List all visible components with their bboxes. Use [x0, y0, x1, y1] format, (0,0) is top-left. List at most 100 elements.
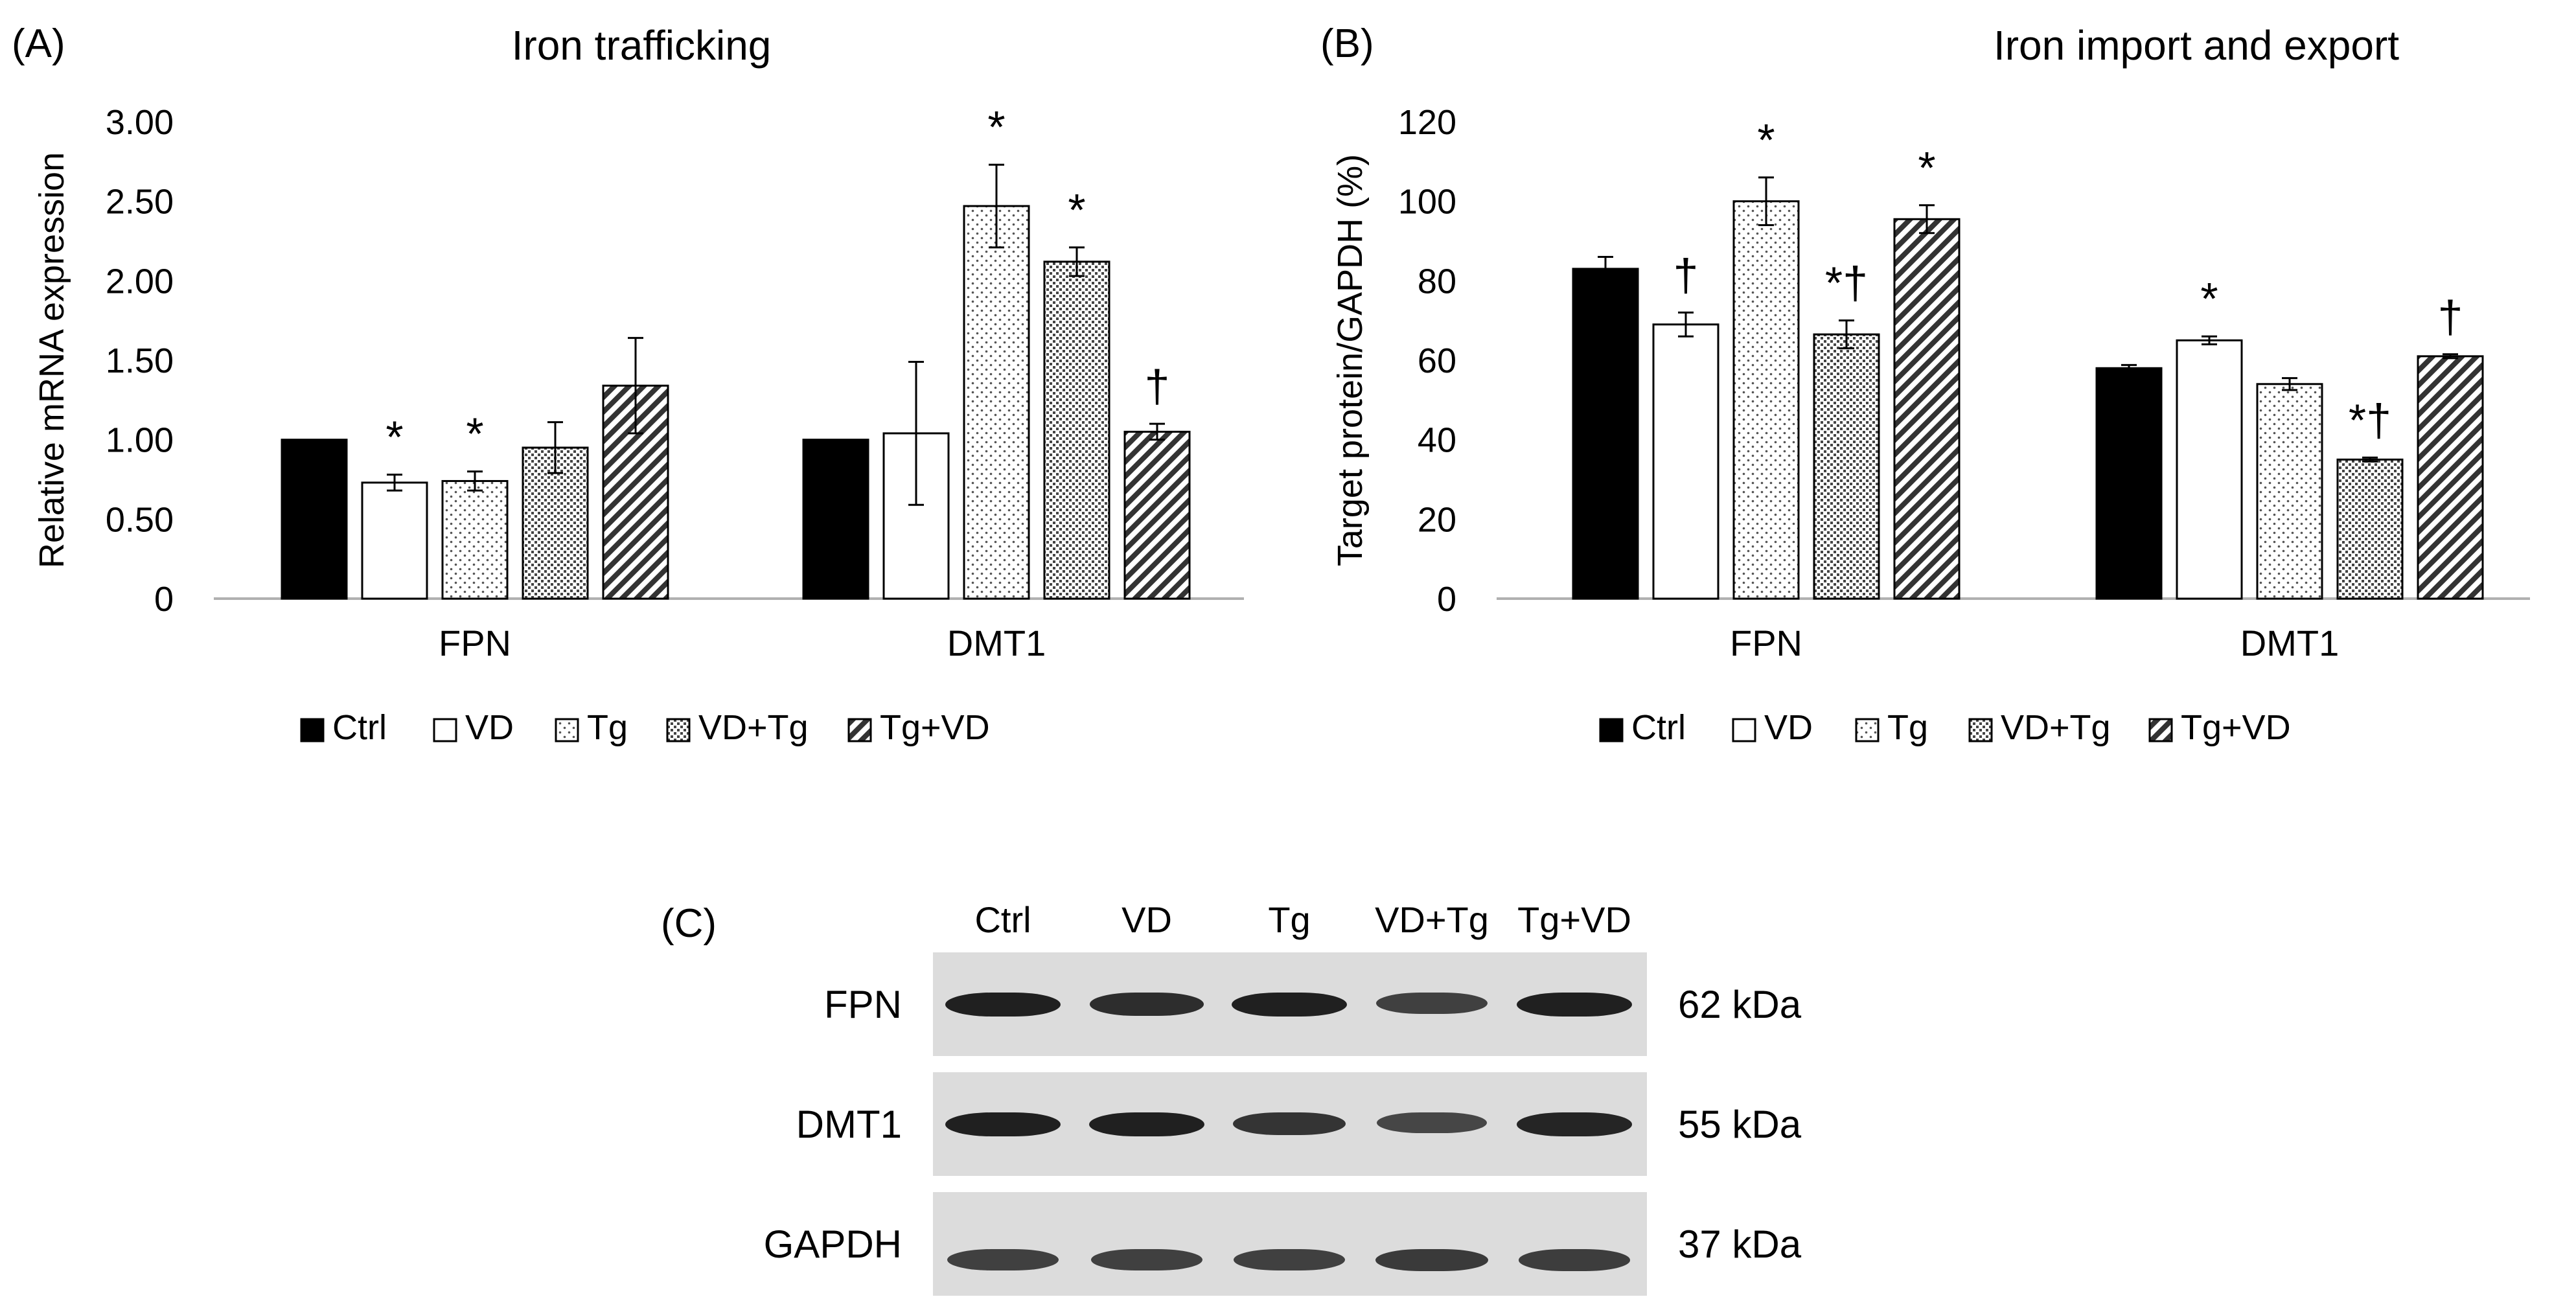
chart-b-significance-mark: *: [2200, 273, 2218, 324]
blot-band: [947, 1249, 1059, 1271]
chart-a-legend-swatch: [555, 718, 579, 742]
blot-band: [1090, 993, 1204, 1016]
chart-b-significance-mark: †: [2438, 292, 2463, 342]
chart-b-bar: [1732, 200, 1800, 600]
chart-b-legend-swatch: [1732, 718, 1756, 742]
blot-kda-label: 62 kDa: [1678, 983, 1802, 1026]
chart-b-bar: [1572, 268, 1639, 600]
chart-b: (B) Iron import and export Target protein/…: [1320, 21, 2530, 747]
chart-a-legend-label: Ctrl: [332, 708, 387, 747]
chart-b-category-label: DMT1: [2240, 623, 2339, 663]
chart-b-significance-mark: *: [1757, 115, 1775, 165]
chart-b-ytick: 80: [1418, 262, 1456, 301]
chart-a-category-label: DMT1: [947, 623, 1046, 663]
chart-b-ylabel: Target protein/GAPDH (%): [1331, 154, 1370, 566]
blot-kda-label: 37 kDa: [1678, 1223, 1802, 1266]
chart-b-significance-mark: *†: [2349, 395, 2391, 445]
chart-b-bar: [1813, 333, 1880, 600]
blot-band: [1517, 1112, 1632, 1136]
blot-band: [1231, 993, 1348, 1017]
blot-lane-label: Ctrl: [974, 899, 1031, 940]
chart-b-ytick: 60: [1418, 341, 1456, 380]
blot-band: [1516, 993, 1633, 1017]
blot-band: [1091, 1249, 1202, 1271]
chart-b-bar: [2336, 458, 2404, 600]
blot-band: [1234, 1249, 1345, 1271]
panel-a-letter: (A): [12, 21, 65, 66]
chart-a-significance-mark: *: [1068, 185, 1085, 235]
blot-lane-label: Tg: [1268, 899, 1311, 940]
chart-a-significance-mark: †: [1145, 361, 1170, 411]
chart-b-ytick: 40: [1418, 421, 1456, 460]
blot-band: [945, 1112, 1061, 1137]
chart-b-legend-label: VD: [1764, 708, 1813, 747]
chart-b-legend-label: Tg+VD: [2181, 708, 2291, 747]
chart-a-ytick: 1.00: [106, 421, 174, 460]
chart-b-legend-swatch: [1855, 718, 1880, 742]
chart-a-bar: [1043, 260, 1110, 600]
chart-b-category-label: FPN: [1730, 623, 1802, 663]
chart-b-significance-mark: *†: [1825, 258, 1868, 308]
chart-a-legend-label: VD: [465, 708, 514, 747]
blot-kda-label: 55 kDa: [1678, 1103, 1802, 1146]
blot-band: [1088, 1112, 1205, 1137]
chart-a-bar: [802, 439, 869, 600]
blot-lane-label: VD+Tg: [1375, 899, 1489, 940]
chart-a-significance-mark: *: [466, 409, 483, 459]
chart-a-category-label: FPN: [439, 623, 511, 663]
blot-band: [945, 993, 1061, 1017]
chart-b-bar: [2095, 367, 2163, 600]
chart-a-ytick: 1.50: [106, 341, 174, 380]
chart-a-legend-swatch: [433, 718, 457, 742]
chart-b-bar: [2417, 355, 2484, 600]
chart-a-ytick: 2.00: [106, 262, 174, 301]
blot-band: [1232, 1112, 1346, 1135]
blot-lane-label: VD: [1121, 899, 1172, 940]
chart-a-legend-swatch: [847, 718, 872, 742]
blot-row-label: DMT1: [796, 1103, 902, 1146]
chart-b-legend-label: Tg: [1887, 708, 1928, 747]
chart-a-ylabel: Relative mRNA expression: [32, 152, 71, 568]
panel-c-letter: (C): [661, 901, 717, 946]
chart-b-legend-swatch: [1968, 718, 1993, 742]
chart-b-legend-swatch: [2148, 718, 2173, 742]
chart-b-bar: [1652, 323, 1719, 600]
chart-b-bar: [1893, 218, 1961, 600]
chart-a-legend-label: Tg+VD: [880, 708, 990, 747]
blot-row-label: FPN: [824, 983, 902, 1026]
blot-band: [1375, 1249, 1488, 1271]
chart-b-ytick: 20: [1418, 500, 1456, 539]
chart-a-significance-mark: *: [385, 412, 403, 463]
chart-a-bar: [963, 205, 1030, 600]
panel-b-letter: (B): [1320, 21, 1374, 66]
chart-b-bar: [2176, 339, 2243, 600]
chart-a-legend-label: Tg: [587, 708, 628, 747]
chart-b-significance-mark: *: [1918, 143, 1935, 193]
chart-a-legend-swatch: [300, 718, 325, 742]
chart-a-bar: [281, 439, 348, 600]
blot-strip: [933, 1192, 1647, 1296]
chart-a-significance-mark: *: [987, 102, 1005, 152]
chart-a: (A) Iron trafficking Relative mRNA express…: [12, 21, 1244, 747]
chart-a-bar: [441, 479, 509, 600]
chart-b-ytick: 0: [1437, 580, 1456, 619]
chart-b-legend-swatch: [1599, 718, 1624, 742]
chart-a-bar: [361, 481, 428, 600]
chart-a-ytick: 0: [154, 580, 174, 619]
blot-lane-label: Tg+VD: [1517, 899, 1631, 940]
chart-b-significance-mark: †: [1673, 249, 1699, 300]
chart-a-legend-label: VD+Tg: [698, 708, 809, 747]
blot-band: [1376, 993, 1488, 1015]
chart-b-ytick: 100: [1398, 183, 1456, 222]
blot-row-label: GAPDH: [763, 1223, 902, 1266]
chart-b-title: Iron import and export: [1994, 22, 2399, 69]
chart-b-legend-label: Ctrl: [1631, 708, 1686, 747]
chart-a-ytick: 0.50: [106, 500, 174, 539]
blot-band: [1376, 1112, 1488, 1134]
blot-band: [1518, 1249, 1631, 1271]
chart-a-title: Iron trafficking: [512, 22, 772, 69]
chart-b-ytick: 120: [1398, 103, 1456, 142]
chart-b-bar: [2256, 383, 2323, 600]
chart-a-ytick: 2.50: [106, 183, 174, 222]
